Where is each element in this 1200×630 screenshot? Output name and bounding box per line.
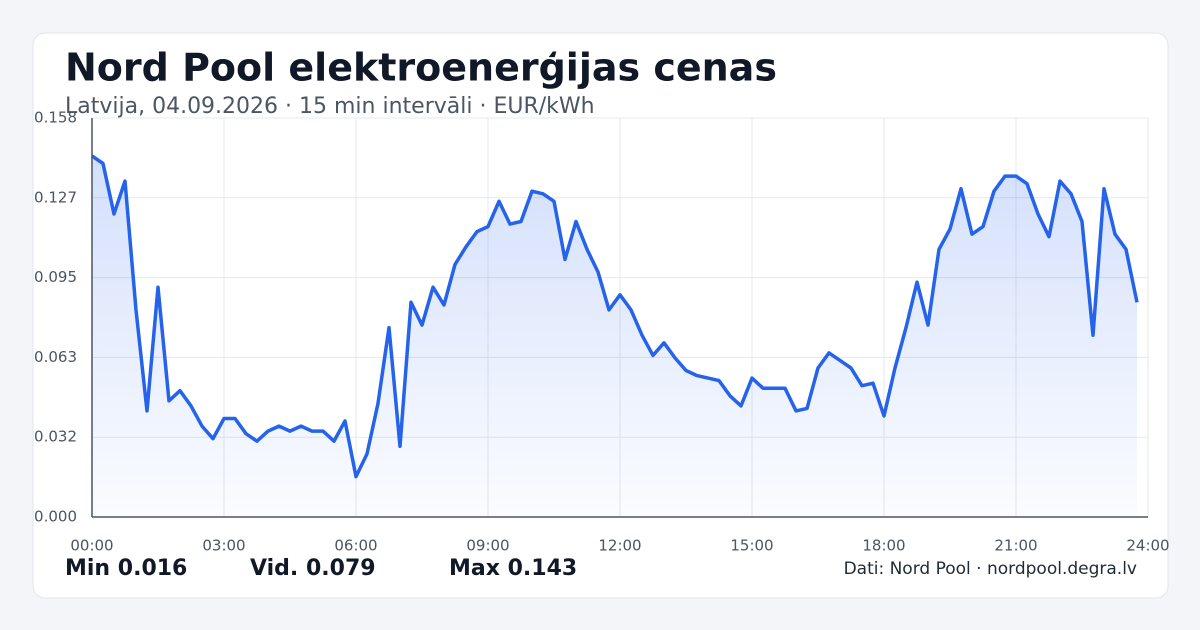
x-tick-label: 12:00 — [598, 537, 641, 555]
stat-value: 0.079 — [306, 556, 376, 581]
stat-label: Vid. — [250, 556, 298, 581]
stat-label: Max — [449, 556, 500, 581]
stat: Max 0.143 — [449, 556, 577, 581]
chart-subtitle: Latvija, 04.09.2026 · 15 min intervāli ·… — [65, 94, 595, 119]
area — [92, 155, 1137, 517]
x-tick-label: 06:00 — [334, 537, 377, 555]
y-tick-label: 0.063 — [34, 348, 77, 366]
x-tick-label: 15:00 — [730, 537, 773, 555]
x-tick-label: 24:00 — [1126, 537, 1169, 555]
stat: Min 0.016 — [65, 556, 187, 581]
x-tick-label: 21:00 — [994, 537, 1037, 555]
stat-value: 0.143 — [508, 556, 578, 581]
x-tick-label: 18:00 — [862, 537, 905, 555]
y-tick-label: 0.032 — [34, 428, 77, 446]
source: Dati: Nord Pool · nordpool.degra.lv — [844, 559, 1137, 579]
x-tick-label: 00:00 — [70, 537, 113, 555]
stat-label: Min — [65, 556, 110, 581]
y-tick-label: 0.158 — [34, 109, 77, 127]
x-tick-label: 03:00 — [202, 537, 245, 555]
y-tick-label: 0.000 — [34, 508, 77, 526]
chart-title: Nord Pool elektroenerģijas cenas — [65, 46, 777, 90]
stat: Vid. 0.079 — [250, 556, 376, 581]
line — [91, 154, 1139, 479]
y-tick-label: 0.127 — [34, 188, 77, 206]
y-tick-label: 0.095 — [34, 268, 77, 286]
stat-value: 0.016 — [118, 556, 188, 581]
x-tick-label: 09:00 — [466, 537, 509, 555]
